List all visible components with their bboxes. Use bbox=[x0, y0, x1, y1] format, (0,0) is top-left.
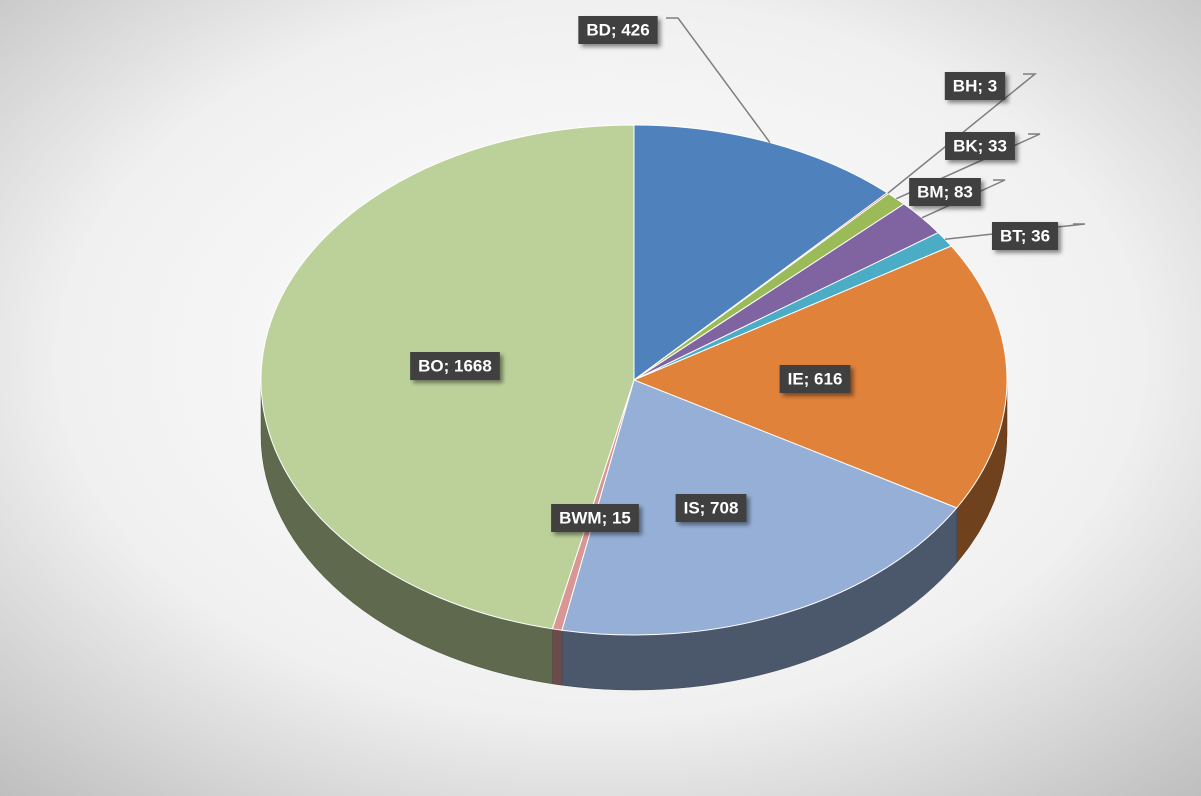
leader-line bbox=[887, 73, 1038, 194]
data-label-box bbox=[578, 16, 658, 44]
data-label: IE; 616 bbox=[788, 369, 843, 388]
data-label-box bbox=[945, 132, 1015, 160]
data-label-box bbox=[675, 494, 747, 522]
data-label-box bbox=[551, 504, 639, 532]
data-label-box bbox=[779, 365, 851, 393]
slice bbox=[633, 124, 889, 381]
data-label: BM; 83 bbox=[917, 182, 973, 201]
data-label-group: BT; 36 bbox=[991, 222, 1059, 250]
data-label-group: BM; 83 bbox=[909, 178, 981, 206]
data-label: BWM; 15 bbox=[559, 508, 631, 527]
data-label: BH; 3 bbox=[953, 76, 997, 95]
data-label: BO; 1668 bbox=[418, 356, 492, 375]
leader-line bbox=[896, 133, 1041, 200]
data-label: IS; 708 bbox=[684, 498, 739, 517]
data-label: BD; 426 bbox=[586, 20, 649, 39]
slice bbox=[561, 379, 958, 636]
data-label-box bbox=[944, 72, 1006, 100]
pie-sides bbox=[260, 379, 1008, 691]
data-label-group: BD; 426 bbox=[578, 16, 658, 44]
data-label-box bbox=[909, 178, 981, 206]
data-label-group: BK; 33 bbox=[945, 132, 1015, 160]
data-label-group: BO; 1668 bbox=[410, 352, 500, 380]
data-label-group: BH; 3 bbox=[944, 72, 1006, 100]
data-label-group: BWM; 15 bbox=[551, 504, 639, 532]
data-label-box bbox=[991, 222, 1059, 250]
leader-line bbox=[944, 223, 1086, 240]
data-label-group: IE; 616 bbox=[779, 365, 851, 393]
data-label-box bbox=[410, 352, 500, 380]
data-label: BT; 36 bbox=[1000, 226, 1050, 245]
data-label: BK; 33 bbox=[953, 136, 1007, 155]
pie-tops bbox=[260, 124, 1008, 636]
slice-side bbox=[552, 628, 563, 686]
leader-line bbox=[666, 17, 771, 143]
data-labels: BD; 426 BH; 3 BK; 33 BM; 83 BT; 36 IE; 616 IS;… bbox=[410, 16, 1086, 532]
data-label-group: IS; 708 bbox=[675, 494, 747, 522]
